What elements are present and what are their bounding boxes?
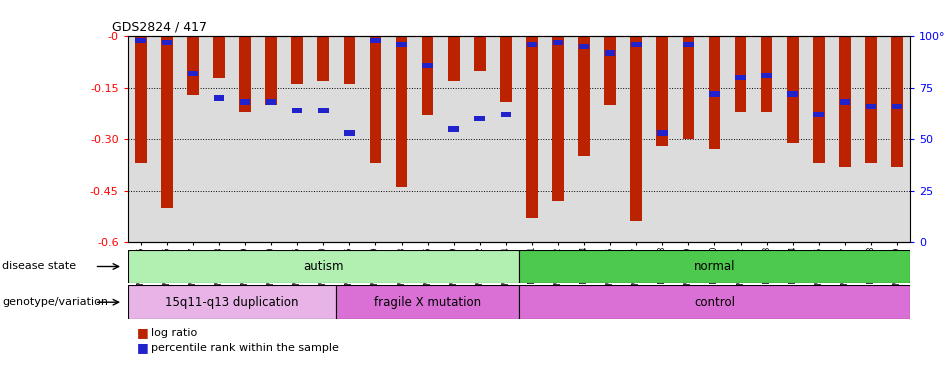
Bar [840,99,850,105]
Bar [630,36,642,222]
Bar [318,108,328,113]
Bar [265,36,277,105]
Bar [291,36,303,84]
Bar [552,40,563,45]
Bar [318,36,329,81]
Bar [710,91,720,97]
Bar [500,36,512,101]
Bar [682,36,694,139]
Text: percentile rank within the sample: percentile rank within the sample [151,343,340,353]
Bar [128,250,518,283]
Bar [500,112,511,117]
Bar [474,36,485,71]
Bar [866,104,876,109]
Text: GDS2824 / 417: GDS2824 / 417 [112,21,207,34]
Bar [370,36,381,163]
Bar [761,36,773,112]
Bar [266,99,276,105]
Text: log ratio: log ratio [151,328,198,338]
Text: disease state: disease state [2,262,76,271]
Bar [604,36,616,105]
Bar [135,36,147,163]
Bar [370,38,380,43]
Bar [579,44,589,50]
Bar [475,116,485,121]
Bar [422,36,433,115]
Bar [344,130,355,136]
Bar [343,36,356,84]
Text: autism: autism [303,260,343,273]
Bar [814,112,824,117]
Bar [518,250,910,283]
Text: ■: ■ [137,326,149,339]
Bar [213,36,225,78]
Bar [518,285,910,319]
Bar [214,95,224,101]
Bar [657,36,668,146]
Bar [865,36,877,163]
Bar [292,108,303,113]
Bar [839,36,850,167]
Bar [337,285,518,319]
Bar [239,36,251,112]
Bar [187,36,199,95]
Bar [604,50,616,56]
Text: ■: ■ [137,341,149,354]
Bar [239,99,251,105]
Bar [422,63,433,68]
Bar [657,130,668,136]
Bar [892,104,902,109]
Bar [813,36,825,163]
Bar [683,42,693,48]
Text: control: control [694,296,735,309]
Bar [161,36,173,208]
Bar [709,36,720,149]
Text: normal: normal [693,260,735,273]
Bar [526,36,537,218]
Bar [187,71,198,76]
Bar [735,36,746,112]
Bar [135,38,146,43]
Bar [448,126,459,132]
Bar [396,42,407,48]
Bar [527,42,537,48]
Bar [447,36,460,81]
Bar [762,73,772,78]
Bar [578,36,590,156]
Bar [787,91,798,97]
Text: fragile X mutation: fragile X mutation [374,296,482,309]
Bar [128,285,337,319]
Bar [735,75,745,80]
Text: genotype/variation: genotype/variation [2,297,108,307]
Bar [891,36,902,167]
Bar [395,36,408,187]
Bar [162,40,172,45]
Bar [631,42,641,48]
Text: 15q11-q13 duplication: 15q11-q13 duplication [166,296,299,309]
Bar [552,36,564,201]
Bar [787,36,798,142]
